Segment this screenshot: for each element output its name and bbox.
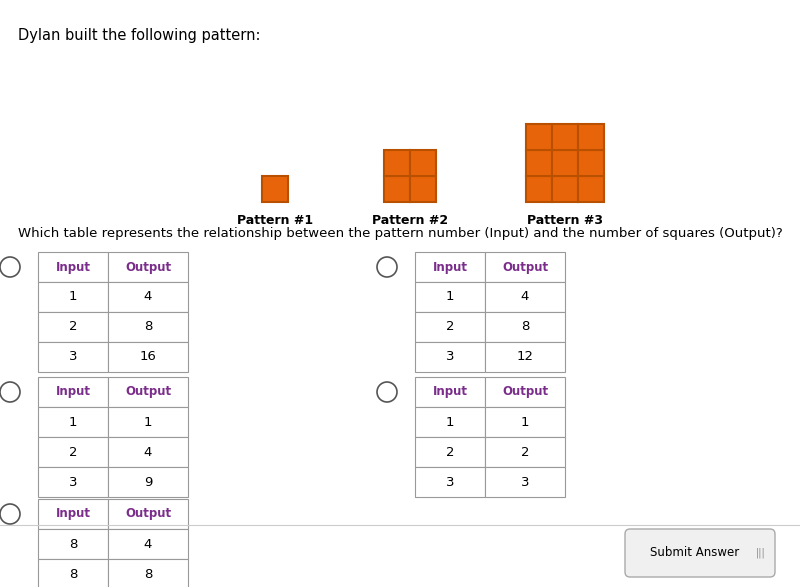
Text: 2: 2	[521, 446, 530, 458]
Text: 1: 1	[144, 416, 152, 429]
Bar	[410, 150, 436, 176]
Bar	[485, 342, 565, 372]
Text: Output: Output	[125, 386, 171, 399]
Bar	[108, 252, 188, 282]
Text: Input: Input	[433, 261, 467, 274]
Bar	[552, 150, 578, 176]
Bar	[108, 342, 188, 372]
Bar	[384, 150, 410, 176]
Bar	[415, 407, 485, 437]
Bar	[485, 437, 565, 467]
Bar	[410, 176, 436, 202]
Bar	[384, 176, 410, 202]
Text: 8: 8	[69, 538, 77, 551]
Text: 1: 1	[446, 291, 454, 303]
Bar	[526, 124, 552, 150]
Text: 3: 3	[446, 350, 454, 363]
Text: 12: 12	[517, 350, 534, 363]
Text: Dylan built the following pattern:: Dylan built the following pattern:	[18, 28, 261, 43]
Text: 3: 3	[446, 475, 454, 488]
Text: Output: Output	[125, 508, 171, 521]
Bar	[38, 467, 108, 497]
Bar	[38, 252, 108, 282]
Text: Output: Output	[125, 261, 171, 274]
Bar	[38, 342, 108, 372]
Bar	[38, 377, 108, 407]
Text: 4: 4	[144, 538, 152, 551]
Bar	[415, 437, 485, 467]
Text: |||: |||	[755, 548, 765, 558]
Text: 8: 8	[521, 321, 529, 333]
Text: 8: 8	[144, 568, 152, 581]
Text: Pattern #3: Pattern #3	[527, 214, 603, 227]
Text: Pattern #1: Pattern #1	[237, 214, 313, 227]
Text: Output: Output	[502, 386, 548, 399]
Bar	[38, 312, 108, 342]
Bar	[485, 312, 565, 342]
FancyBboxPatch shape	[625, 529, 775, 577]
Bar	[38, 529, 108, 559]
Text: 2: 2	[446, 321, 454, 333]
Text: 1: 1	[69, 291, 78, 303]
Bar	[415, 312, 485, 342]
Bar	[415, 282, 485, 312]
Bar	[38, 282, 108, 312]
Text: Input: Input	[433, 386, 467, 399]
Text: 3: 3	[69, 475, 78, 488]
Bar	[415, 252, 485, 282]
Text: Submit Answer: Submit Answer	[650, 546, 739, 559]
Bar	[552, 124, 578, 150]
Bar	[38, 499, 108, 529]
Bar	[485, 407, 565, 437]
Bar	[108, 407, 188, 437]
Text: 9: 9	[144, 475, 152, 488]
Text: Input: Input	[55, 508, 90, 521]
Text: Input: Input	[55, 261, 90, 274]
Bar	[108, 312, 188, 342]
Bar	[108, 437, 188, 467]
Text: 4: 4	[521, 291, 529, 303]
Bar	[415, 377, 485, 407]
Bar	[526, 176, 552, 202]
Text: 2: 2	[69, 446, 78, 458]
Text: 3: 3	[521, 475, 530, 488]
Bar	[108, 559, 188, 587]
Bar	[578, 176, 604, 202]
Bar	[262, 176, 288, 202]
Text: 1: 1	[69, 416, 78, 429]
Text: 2: 2	[446, 446, 454, 458]
Text: 2: 2	[69, 321, 78, 333]
Text: Input: Input	[55, 386, 90, 399]
Text: 16: 16	[139, 350, 157, 363]
Bar	[108, 282, 188, 312]
Bar	[485, 252, 565, 282]
Bar	[578, 150, 604, 176]
Bar	[415, 467, 485, 497]
Text: Output: Output	[502, 261, 548, 274]
Bar	[108, 529, 188, 559]
Bar	[485, 282, 565, 312]
Bar	[108, 377, 188, 407]
Bar	[578, 124, 604, 150]
Bar	[485, 377, 565, 407]
Bar	[38, 559, 108, 587]
Text: 1: 1	[446, 416, 454, 429]
Text: 8: 8	[69, 568, 77, 581]
Text: 8: 8	[144, 321, 152, 333]
Bar	[526, 150, 552, 176]
Text: 4: 4	[144, 446, 152, 458]
Bar	[38, 437, 108, 467]
Bar	[552, 176, 578, 202]
Text: 1: 1	[521, 416, 530, 429]
Bar	[108, 467, 188, 497]
Text: Pattern #2: Pattern #2	[372, 214, 448, 227]
Text: Which table represents the relationship between the pattern number (Input) and t: Which table represents the relationship …	[18, 227, 782, 240]
Bar	[108, 499, 188, 529]
Bar	[38, 407, 108, 437]
Bar	[415, 342, 485, 372]
Bar	[485, 467, 565, 497]
Text: 3: 3	[69, 350, 78, 363]
Text: 4: 4	[144, 291, 152, 303]
